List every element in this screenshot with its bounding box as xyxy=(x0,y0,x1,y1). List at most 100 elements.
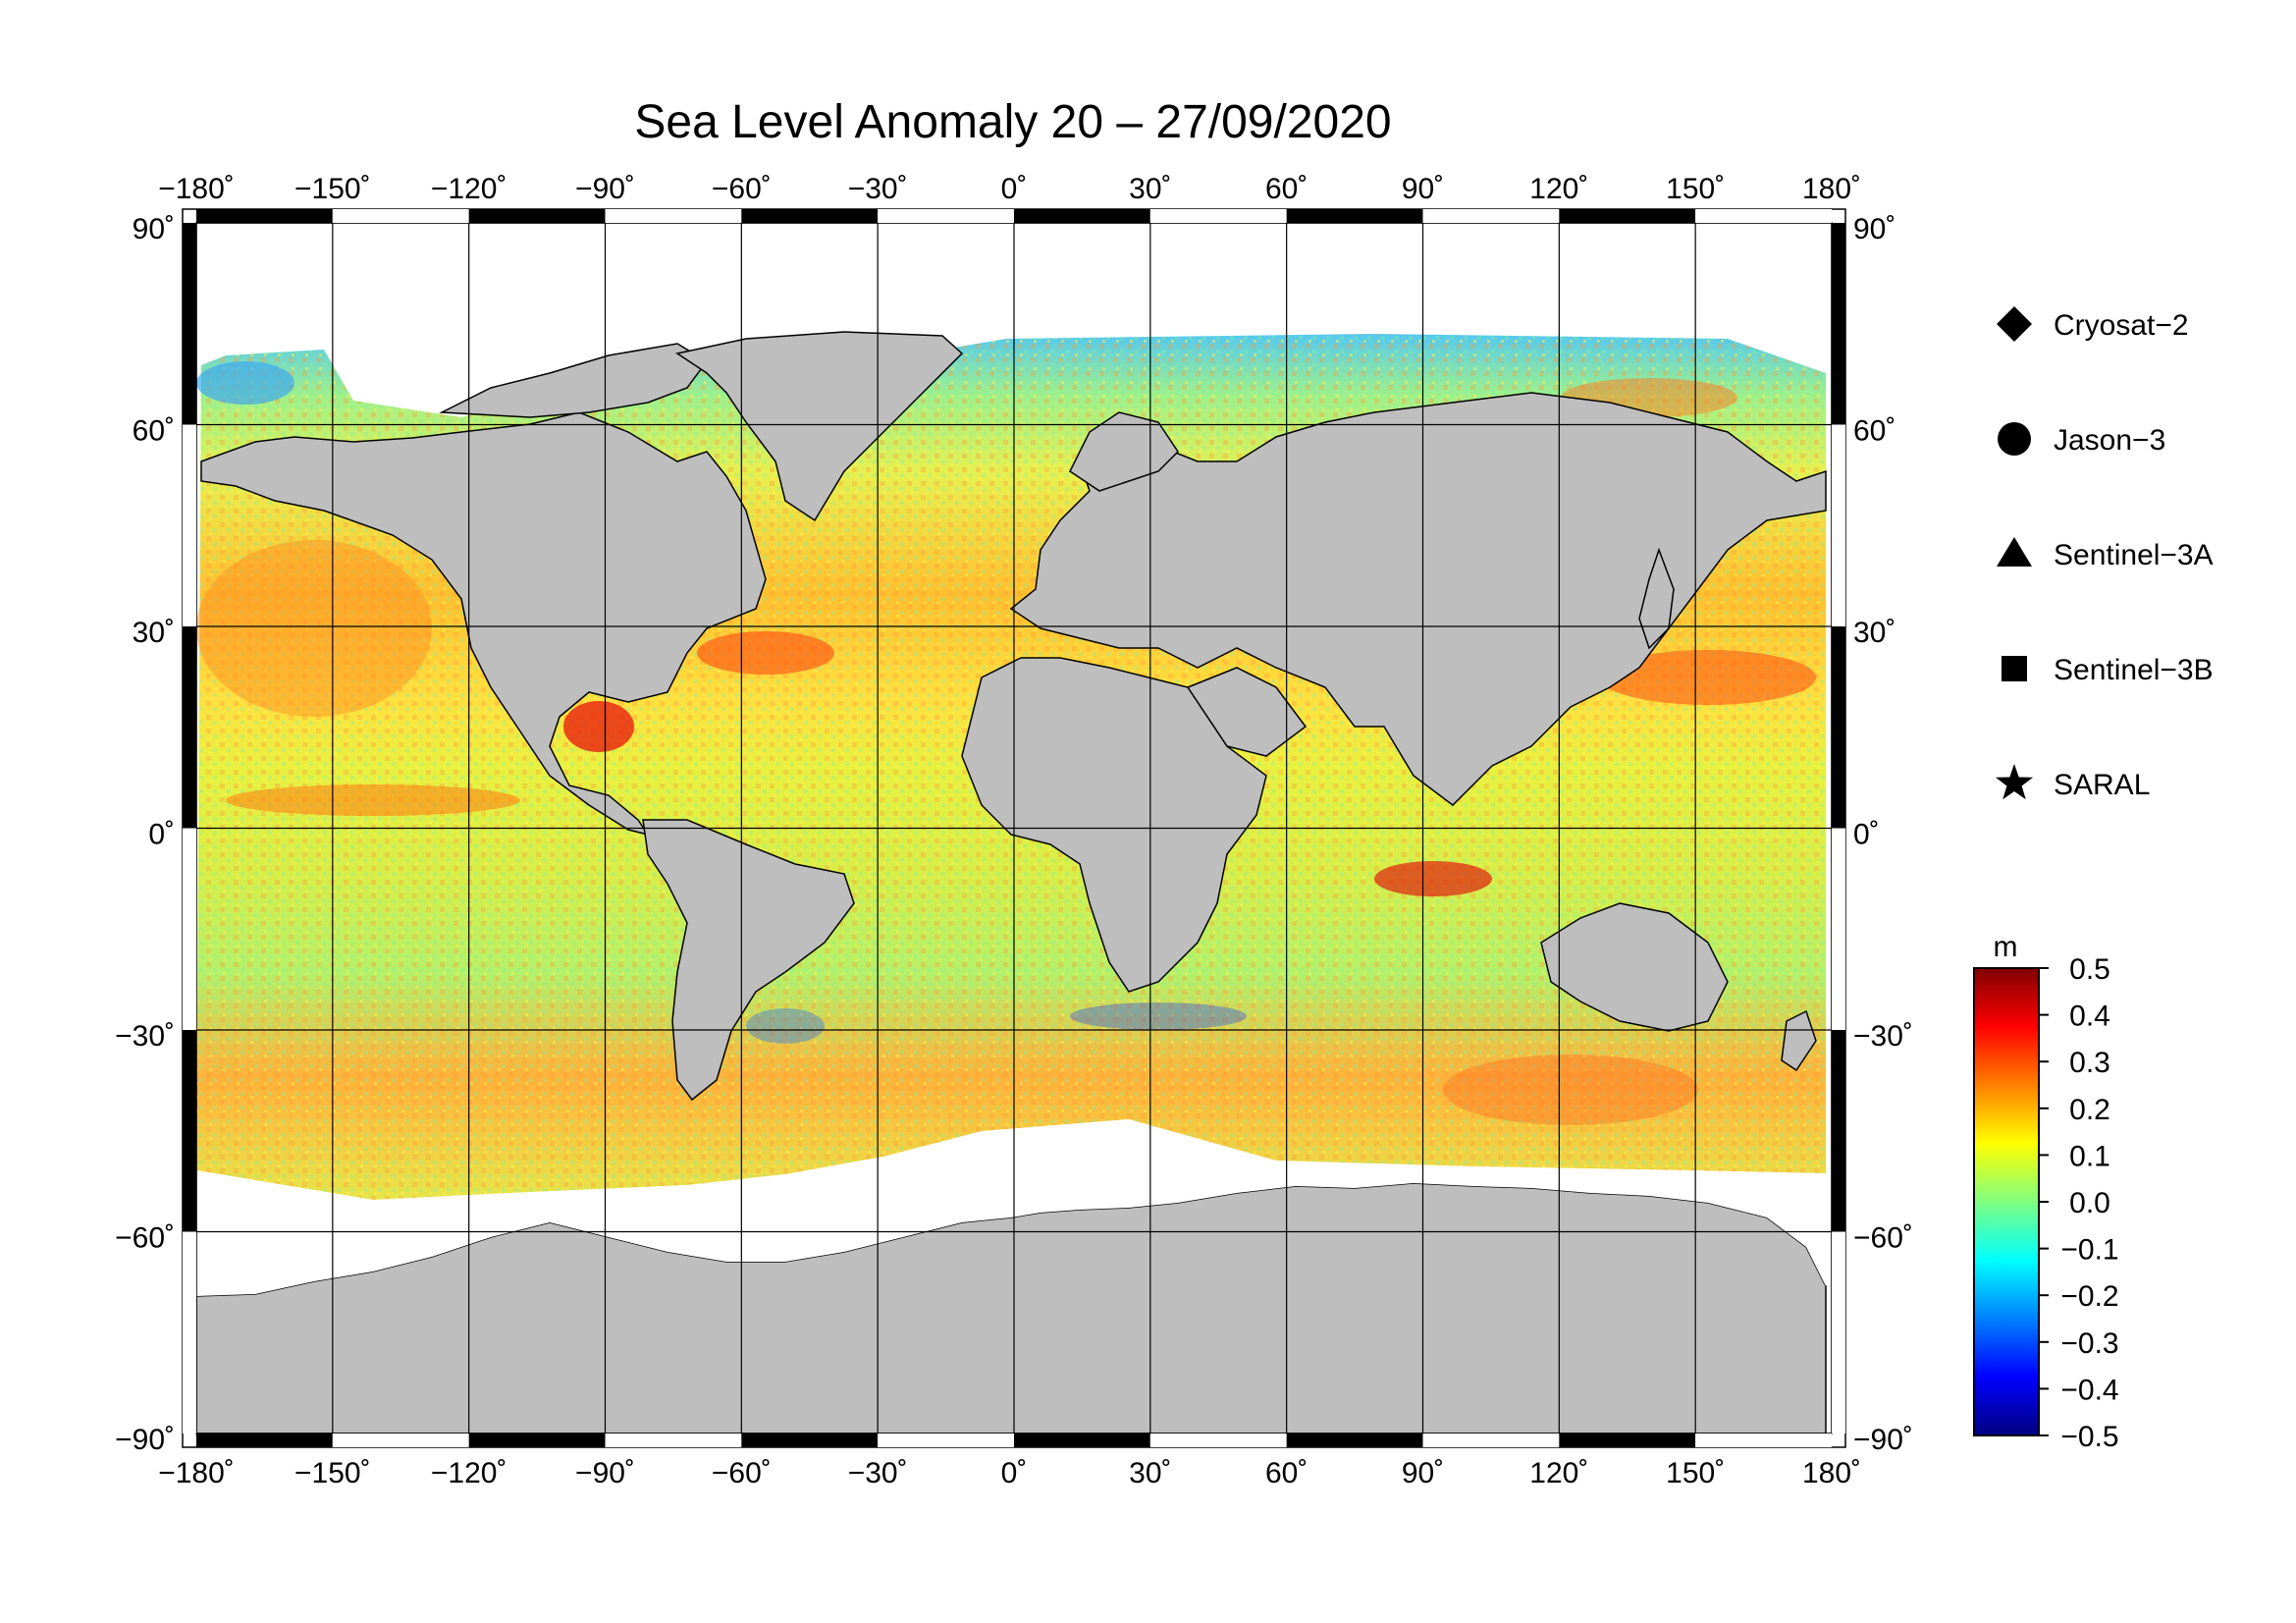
frame-band-bottom xyxy=(1695,1434,1832,1447)
diamond-icon xyxy=(1997,306,2032,342)
star-icon xyxy=(1996,764,2033,800)
lon-tick-label-bottom: −30˚ xyxy=(848,1457,908,1489)
lon-tick-label-top: 120˚ xyxy=(1529,173,1588,205)
lon-ticks-bottom: −180˚ −150˚ −120˚ −90˚ −60˚ −30˚ 0˚ 30˚ 60˚ 90˚ 12… xyxy=(158,1457,1861,1489)
frame-band-right xyxy=(1832,223,1845,425)
colorbar-tick-label: 0.3 xyxy=(2069,1047,2110,1079)
frame-band-top xyxy=(468,209,606,223)
land-masses xyxy=(195,331,1827,1434)
anomaly-kuroshio xyxy=(1600,650,1816,705)
frame-band-bottom xyxy=(196,1434,333,1447)
frame-band-top xyxy=(1422,209,1560,223)
anomaly-indian-ocean xyxy=(1374,861,1492,896)
satellite-legend: Cryosat−2 Jason−3 Sentinel−3A Sentinel−3B SA… xyxy=(1996,306,2214,801)
lat-tick-label-left: −60˚ xyxy=(115,1222,175,1255)
frame-band-left xyxy=(183,424,196,626)
frame-band-left xyxy=(183,1030,196,1232)
anomaly-southern-blue xyxy=(1070,1002,1247,1030)
lon-tick-label-bottom: −120˚ xyxy=(431,1457,507,1489)
frame-band-right xyxy=(1832,424,1845,626)
legend-label: SARAL xyxy=(2054,769,2150,801)
lon-tick-label-bottom: 180˚ xyxy=(1802,1457,1861,1489)
frame-band-bottom xyxy=(741,1434,879,1447)
lat-tick-label-right: 30˚ xyxy=(1853,617,1896,649)
land-scandinavia xyxy=(1069,411,1179,492)
frame-band-bottom xyxy=(605,1434,742,1447)
frame-band-bottom xyxy=(468,1434,606,1447)
legend-item: Jason−3 xyxy=(1998,422,2165,457)
frame-band-top xyxy=(332,209,469,223)
land-nz xyxy=(1781,1009,1817,1072)
lon-tick-label-top: −150˚ xyxy=(294,173,371,205)
colorbar-tick-label: −0.1 xyxy=(2060,1234,2118,1267)
lon-tick-label-bottom: −180˚ xyxy=(158,1457,235,1489)
lat-tick-label-right: −60˚ xyxy=(1853,1222,1913,1255)
square-icon xyxy=(2002,656,2027,681)
frame-band-bottom xyxy=(1559,1434,1696,1447)
frame-band-right xyxy=(1832,1231,1845,1434)
anomaly-arctic-blue xyxy=(196,361,294,405)
anomaly-gulf-stream xyxy=(697,631,834,675)
map-frame xyxy=(182,208,1846,1448)
colorbar-tick-label: 0.0 xyxy=(2069,1187,2110,1219)
frame-band-top xyxy=(605,209,742,223)
colorbar-ticks: 0.5 0.4 0.3 0.2 0.1 0.0 −0.1 −0.2 −0.3 −0.4 −0.5 xyxy=(2039,953,2119,1453)
lat-tick-label-right: 90˚ xyxy=(1853,213,1896,245)
frame-band-bottom xyxy=(1422,1434,1560,1447)
legend-item: SARAL xyxy=(1996,764,2150,801)
legend-item: Cryosat−2 xyxy=(1997,306,2189,342)
colorbar-unit: m xyxy=(1994,931,2018,963)
lon-tick-label-bottom: 90˚ xyxy=(1402,1457,1444,1489)
anomaly-gulf-of-mexico xyxy=(563,701,634,752)
lon-tick-label-top: 0˚ xyxy=(1001,173,1028,205)
colorbar-tick-label: −0.4 xyxy=(2060,1374,2118,1406)
frame-band-bottom xyxy=(1286,1434,1423,1447)
lat-tick-label-left: 0˚ xyxy=(148,819,175,851)
lat-tick-label-left: −30˚ xyxy=(115,1020,175,1053)
lon-tick-label-bottom: 150˚ xyxy=(1666,1457,1725,1489)
lat-ticks-left: 90˚ 60˚ 30˚ 0˚ −30˚ −60˚ −90˚ xyxy=(115,213,175,1456)
lat-tick-label-left: 60˚ xyxy=(133,415,175,448)
land-japan xyxy=(1638,547,1675,650)
lon-tick-label-top: 60˚ xyxy=(1265,173,1308,205)
legend-label: Sentinel−3B xyxy=(2054,654,2214,686)
lat-tick-label-right: −90˚ xyxy=(1853,1424,1913,1456)
land-north-america xyxy=(200,411,767,837)
lon-ticks-top: −180˚ −150˚ −120˚ −90˚ −60˚ −30˚ 0˚ 30˚ 60˚ 90˚ 12… xyxy=(158,173,1861,205)
colorbar: m 0.5 0.4 0.3 0.2 0.1 0.0 −0.1 −0.2 −0.3 −0.4 −0.5 xyxy=(1973,931,2119,1453)
anomaly-equatorial-band xyxy=(226,784,520,816)
land-greenland xyxy=(675,331,964,522)
lat-tick-label-right: −30˚ xyxy=(1853,1020,1913,1053)
colorbar-tick-label: 0.1 xyxy=(2069,1140,2110,1172)
frame-band-top xyxy=(878,209,1014,223)
frame-band-bottom xyxy=(1149,1434,1287,1447)
colorbar-tick-label: −0.5 xyxy=(2060,1421,2118,1453)
colorbar-tick-label: 0.4 xyxy=(2069,1001,2110,1033)
lon-tick-label-bottom: 0˚ xyxy=(1001,1457,1028,1489)
lon-tick-label-bottom: 30˚ xyxy=(1129,1457,1171,1489)
legend-label: Jason−3 xyxy=(2054,424,2165,457)
colorbar-tick-label: −0.2 xyxy=(2060,1280,2118,1313)
lon-tick-label-top: 30˚ xyxy=(1129,173,1171,205)
anomaly-south-atlantic-blue xyxy=(746,1008,825,1044)
anomaly-north-pacific xyxy=(196,540,432,717)
frame-band-left xyxy=(183,828,196,1030)
land-australia xyxy=(1540,902,1729,1032)
frame-band-top xyxy=(1014,209,1150,223)
lat-tick-label-right: 0˚ xyxy=(1853,819,1880,851)
lat-tick-label-right: 60˚ xyxy=(1853,415,1896,448)
lat-tick-label-left: −90˚ xyxy=(115,1424,175,1456)
lon-tick-label-top: −90˚ xyxy=(575,173,635,205)
map-title: Sea Level Anomaly 20 – 27/09/2020 xyxy=(634,96,1391,148)
frame-band-top xyxy=(1559,209,1696,223)
legend-label: Cryosat−2 xyxy=(2054,309,2189,342)
legend-item: Sentinel−3A xyxy=(1997,537,2214,571)
lon-tick-label-top: −30˚ xyxy=(848,173,908,205)
colorbar-tick-label: −0.3 xyxy=(2060,1327,2118,1360)
frame-band-top xyxy=(1149,209,1287,223)
lon-tick-label-bottom: 120˚ xyxy=(1529,1457,1588,1489)
anomaly-southern-indian xyxy=(1443,1055,1698,1125)
frame-band-top xyxy=(1695,209,1832,223)
frame-band-left xyxy=(183,626,196,829)
